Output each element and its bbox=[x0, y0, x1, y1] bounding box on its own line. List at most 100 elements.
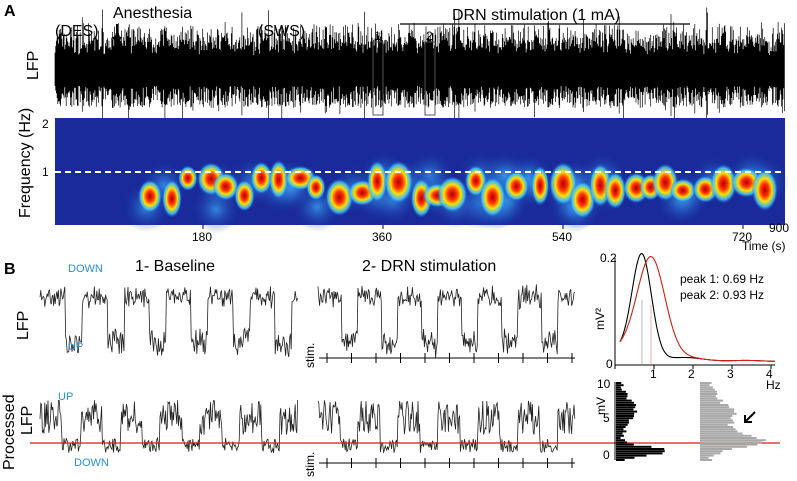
hist-bar bbox=[700, 386, 713, 389]
hist-bar bbox=[700, 432, 743, 435]
annotation: peak 2: 0.93 Hz bbox=[680, 288, 764, 302]
hist-bar bbox=[700, 426, 734, 428]
hist-bar bbox=[700, 459, 713, 461]
spectral-blob bbox=[503, 170, 530, 202]
spectral-blob bbox=[177, 165, 198, 191]
hist-bar bbox=[616, 395, 628, 398]
hist-bar bbox=[616, 456, 635, 459]
hist-bar bbox=[616, 439, 625, 442]
hist-bar bbox=[700, 401, 721, 404]
hist-bar bbox=[700, 382, 712, 384]
hist-bar bbox=[616, 421, 629, 424]
hist-bar bbox=[616, 404, 637, 406]
annotation: DRN stimulation (1 mA) bbox=[452, 7, 620, 24]
hist-bar bbox=[616, 408, 634, 411]
hist-bar bbox=[700, 423, 728, 426]
hist-bar bbox=[616, 390, 626, 393]
hist-bar bbox=[616, 419, 629, 422]
window-label: 1 bbox=[374, 29, 381, 43]
hist-bar bbox=[700, 434, 752, 437]
hist-bar bbox=[700, 393, 718, 395]
hist-bar bbox=[616, 410, 638, 413]
axis-label: mV bbox=[594, 397, 608, 415]
axis-label: LFP bbox=[25, 51, 42, 80]
x-tick-label: 180 bbox=[192, 230, 212, 244]
spectral-blob bbox=[669, 178, 697, 203]
hist-bar bbox=[700, 406, 730, 409]
window bbox=[424, 41, 436, 116]
panel-label: A bbox=[4, 3, 16, 20]
state-label: DOWN bbox=[68, 263, 103, 275]
hist-bar bbox=[616, 437, 621, 439]
spectral-blob bbox=[306, 174, 326, 201]
state-label: UP bbox=[58, 391, 73, 403]
hist-bar bbox=[700, 412, 737, 415]
hist-bar bbox=[700, 395, 716, 398]
hist-bar bbox=[700, 410, 735, 413]
hist-bar bbox=[616, 417, 634, 420]
y-tick-label: 2 bbox=[42, 117, 49, 131]
hist-bar bbox=[700, 443, 758, 446]
hist-bar bbox=[616, 452, 663, 455]
y-tick-label: 10 bbox=[597, 377, 611, 391]
spectral-blob bbox=[268, 159, 289, 200]
x-tick-label: 900 bbox=[769, 221, 789, 235]
axis-unit: Hz bbox=[766, 378, 781, 392]
lfp-trace bbox=[54, 7, 785, 123]
window bbox=[372, 41, 384, 116]
hist-bar bbox=[616, 393, 628, 395]
x-tick-label: 1 bbox=[650, 367, 657, 381]
hist-bar bbox=[616, 432, 623, 435]
hist-bar bbox=[700, 445, 747, 448]
hist-bar bbox=[700, 397, 718, 400]
hist-bar bbox=[616, 388, 622, 391]
hist-bar bbox=[700, 448, 732, 450]
hist-bar bbox=[700, 384, 710, 387]
x-tick-label: 720 bbox=[732, 230, 752, 244]
stim-label: stim. bbox=[303, 452, 317, 477]
hist-bar bbox=[700, 417, 731, 420]
hist-bar bbox=[700, 430, 738, 433]
hist-bar bbox=[700, 450, 723, 453]
spectral-blob bbox=[569, 180, 596, 219]
lfp-baseline bbox=[39, 286, 298, 358]
y-tick-label: 1 bbox=[42, 165, 49, 179]
hist-bar bbox=[700, 428, 736, 431]
spectral-blob bbox=[367, 160, 388, 203]
hist-bar bbox=[616, 397, 627, 400]
hist-bar bbox=[616, 382, 622, 384]
hist-bar bbox=[700, 452, 721, 455]
drawing bbox=[30, 7, 789, 468]
spectral-blob bbox=[436, 176, 468, 213]
x-tick-label: 4 bbox=[766, 367, 773, 381]
axis-label: Frequency (Hz) bbox=[17, 108, 34, 218]
hist-bar bbox=[700, 388, 715, 391]
spectral-blob bbox=[751, 168, 778, 212]
hist-bar bbox=[700, 390, 717, 393]
y-tick-label: 0.2 bbox=[600, 251, 617, 265]
hist-bar bbox=[700, 454, 714, 457]
processed-drn bbox=[317, 400, 576, 453]
spectral-blob bbox=[234, 179, 255, 212]
arrow bbox=[744, 411, 756, 423]
y-tick-label: 0 bbox=[603, 448, 610, 462]
hist-bar bbox=[700, 404, 729, 406]
x-tick-label: 360 bbox=[372, 230, 392, 244]
hist-bar bbox=[616, 401, 634, 404]
spectral-blob bbox=[604, 171, 627, 210]
stim-label: stim. bbox=[303, 343, 317, 368]
hist-bar bbox=[616, 406, 636, 409]
hist-bar bbox=[616, 445, 652, 448]
hist-bar bbox=[616, 459, 625, 461]
spectral-blob bbox=[383, 160, 414, 204]
y-tick-label: 5 bbox=[603, 411, 610, 425]
axis-label: Processed bbox=[1, 394, 18, 470]
spectral-blob bbox=[161, 179, 182, 218]
x-tick-label: 3 bbox=[727, 367, 734, 381]
axis-label: mV² bbox=[593, 308, 607, 330]
panel-title: 2- DRN stimulation bbox=[362, 258, 496, 275]
annotation: peak 1: 0.69 Hz bbox=[680, 272, 764, 286]
hist-bar bbox=[616, 384, 624, 387]
arrow bbox=[112, 24, 122, 45]
